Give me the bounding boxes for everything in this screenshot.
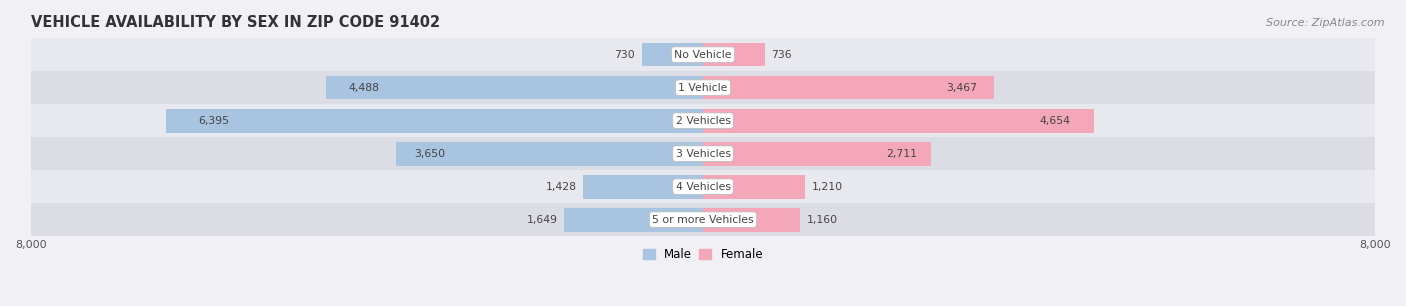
- Text: 1,160: 1,160: [807, 215, 838, 225]
- Text: 3,467: 3,467: [946, 83, 977, 93]
- Bar: [703, 76, 994, 99]
- Text: 3,650: 3,650: [415, 149, 446, 159]
- Bar: [166, 109, 703, 132]
- Bar: [641, 43, 703, 66]
- Bar: [703, 175, 804, 199]
- Text: 6,395: 6,395: [198, 116, 229, 126]
- Text: 4,654: 4,654: [1039, 116, 1070, 126]
- Text: VEHICLE AVAILABILITY BY SEX IN ZIP CODE 91402: VEHICLE AVAILABILITY BY SEX IN ZIP CODE …: [31, 15, 440, 30]
- Bar: [31, 137, 1375, 170]
- Bar: [31, 38, 1375, 71]
- Bar: [703, 208, 800, 232]
- Text: No Vehicle: No Vehicle: [675, 50, 731, 60]
- Bar: [326, 76, 703, 99]
- Text: 4,488: 4,488: [349, 83, 380, 93]
- Bar: [31, 170, 1375, 203]
- Text: 3 Vehicles: 3 Vehicles: [675, 149, 731, 159]
- Legend: Male, Female: Male, Female: [638, 244, 768, 266]
- Text: 730: 730: [614, 50, 636, 60]
- Text: 1,210: 1,210: [811, 182, 842, 192]
- Bar: [396, 142, 703, 166]
- Bar: [703, 109, 1094, 132]
- Bar: [31, 203, 1375, 236]
- Text: 4 Vehicles: 4 Vehicles: [675, 182, 731, 192]
- Bar: [583, 175, 703, 199]
- Bar: [31, 104, 1375, 137]
- Bar: [703, 43, 765, 66]
- Text: Source: ZipAtlas.com: Source: ZipAtlas.com: [1267, 18, 1385, 28]
- Text: 5 or more Vehicles: 5 or more Vehicles: [652, 215, 754, 225]
- Text: 1,428: 1,428: [546, 182, 576, 192]
- Text: 2,711: 2,711: [886, 149, 917, 159]
- Bar: [703, 142, 931, 166]
- Text: 736: 736: [772, 50, 792, 60]
- Bar: [564, 208, 703, 232]
- Bar: [31, 71, 1375, 104]
- Text: 1 Vehicle: 1 Vehicle: [678, 83, 728, 93]
- Text: 1,649: 1,649: [527, 215, 558, 225]
- Text: 2 Vehicles: 2 Vehicles: [675, 116, 731, 126]
